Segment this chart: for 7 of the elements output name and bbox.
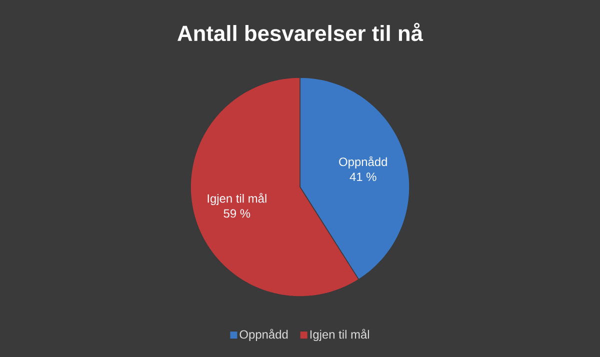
chart-title: Antall besvarelser til nå — [178, 22, 424, 42]
data-label: 59 % — [224, 209, 250, 218]
legend-label: Oppnådd — [240, 328, 288, 342]
slice-label: Igjen til mål — [208, 192, 266, 206]
data-label: 41 % — [350, 172, 376, 181]
legend-label: Igjen til mål — [310, 328, 369, 342]
slice-label: Oppnådd — [339, 156, 387, 168]
